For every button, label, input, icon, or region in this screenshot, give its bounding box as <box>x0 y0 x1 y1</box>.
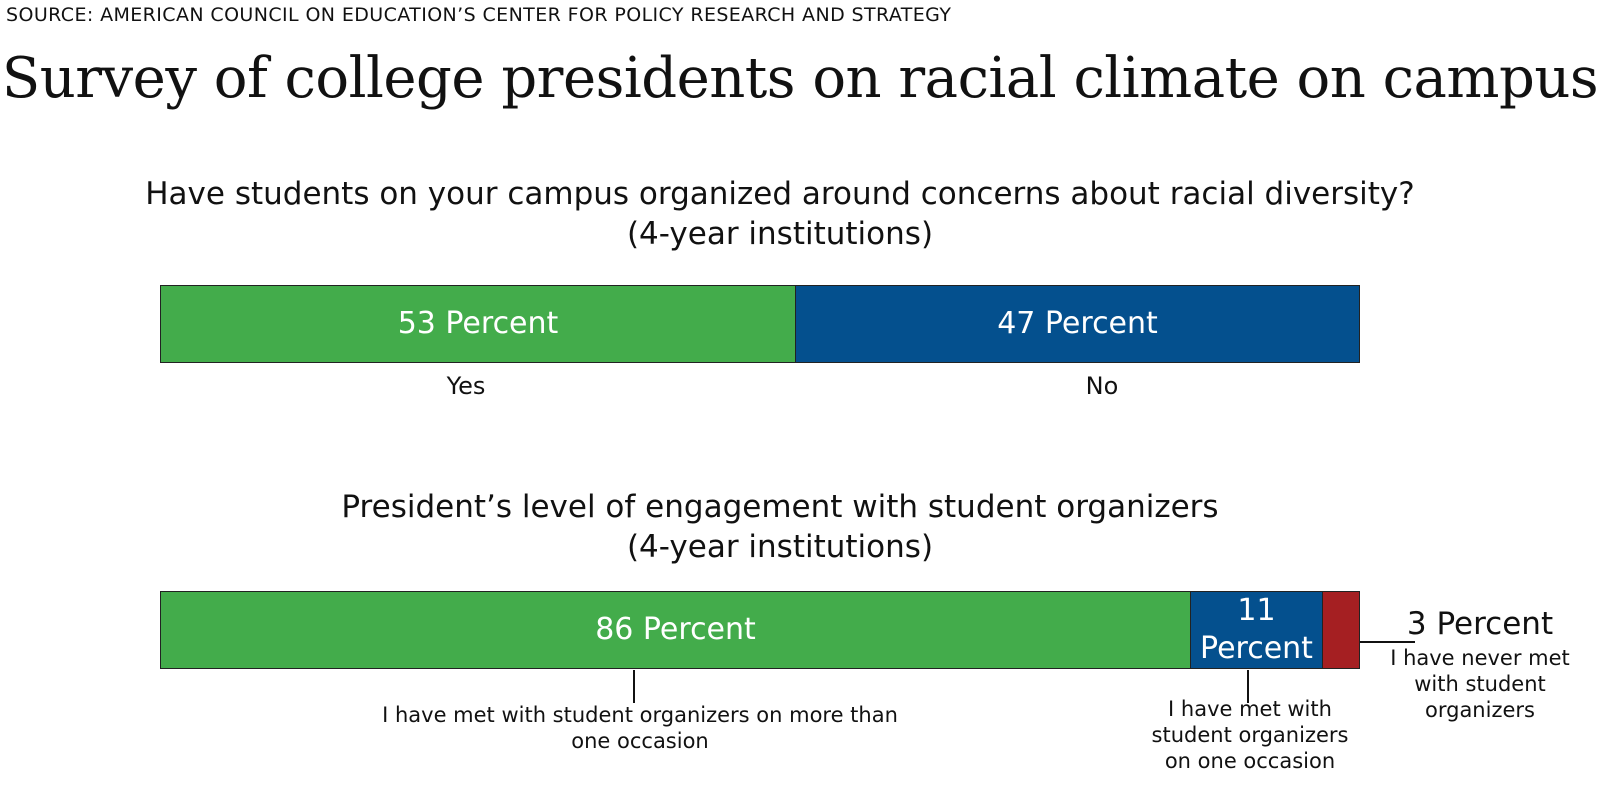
chart1-yes-value-label: 53 Percent <box>397 306 559 341</box>
chart2-annotation-never-line1: I have never met <box>1390 646 1570 670</box>
chart2-segment-multiple-meetings: 86 Percent <box>161 592 1191 668</box>
chart2-annotation-one-line2: student organizers <box>1151 723 1349 747</box>
chart2-segment-never <box>1323 592 1359 668</box>
chart2-annotation-one-line1: I have met with <box>1168 697 1332 721</box>
chart2-annotation-multiple: I have met with student organizers on mo… <box>340 702 940 754</box>
chart2-annotation-never: I have never met with student organizers <box>1385 645 1575 723</box>
page-title: Survey of college presidents on racial c… <box>1 46 1599 111</box>
chart2-annotation-never-line2: with student <box>1414 672 1546 696</box>
chart2-annotation-multiple-line1: I have met with student organizers on mo… <box>382 703 898 727</box>
chart2-leader-line-never <box>1360 641 1415 643</box>
chart2-bar: 86 Percent 11 Percent <box>160 591 1360 669</box>
chart2-annotation-never-line3: organizers <box>1425 698 1535 722</box>
chart2-one-value-line2: Percent <box>1200 631 1313 666</box>
chart1-segment-yes: 53 Percent <box>161 286 796 362</box>
chart1-title-line2: (4-year institutions) <box>626 216 934 252</box>
chart2-title-line1: President’s level of engagement with stu… <box>341 489 1219 525</box>
chart2-annotation-one-line3: on one occasion <box>1164 749 1336 773</box>
chart2-title: President’s level of engagement with stu… <box>0 487 1560 567</box>
chart2-one-value-line1: 11 <box>1237 593 1276 628</box>
chart1-title: Have students on your campus organized a… <box>0 174 1560 254</box>
chart2-annotation-multiple-line2: one occasion <box>571 729 709 753</box>
chart1-segment-no: 47 Percent <box>796 286 1359 362</box>
chart2-leader-line-multiple <box>633 670 635 703</box>
chart2-segment-one-meeting: 11 Percent <box>1191 592 1323 668</box>
chart2-never-value-label: 3 Percent <box>1406 606 1554 642</box>
chart2-multiple-value-label: 86 Percent <box>595 612 756 647</box>
chart1-title-line1: Have students on your campus organized a… <box>145 176 1415 212</box>
chart2-one-value-label: 11 Percent <box>1200 592 1313 668</box>
chart2-annotation-one: I have met with student organizers on on… <box>1130 696 1370 774</box>
source-note: SOURCE: AMERICAN COUNCIL ON EDUCATION’S … <box>6 4 952 26</box>
chart2-leader-line-one <box>1247 670 1249 703</box>
chart1-bar: 53 Percent 47 Percent <box>160 285 1360 363</box>
chart1-category-no: No <box>1085 372 1119 400</box>
chart2-title-line2: (4-year institutions) <box>626 529 934 565</box>
chart1-category-yes: Yes <box>446 372 486 400</box>
chart1-no-value-label: 47 Percent <box>997 306 1158 341</box>
